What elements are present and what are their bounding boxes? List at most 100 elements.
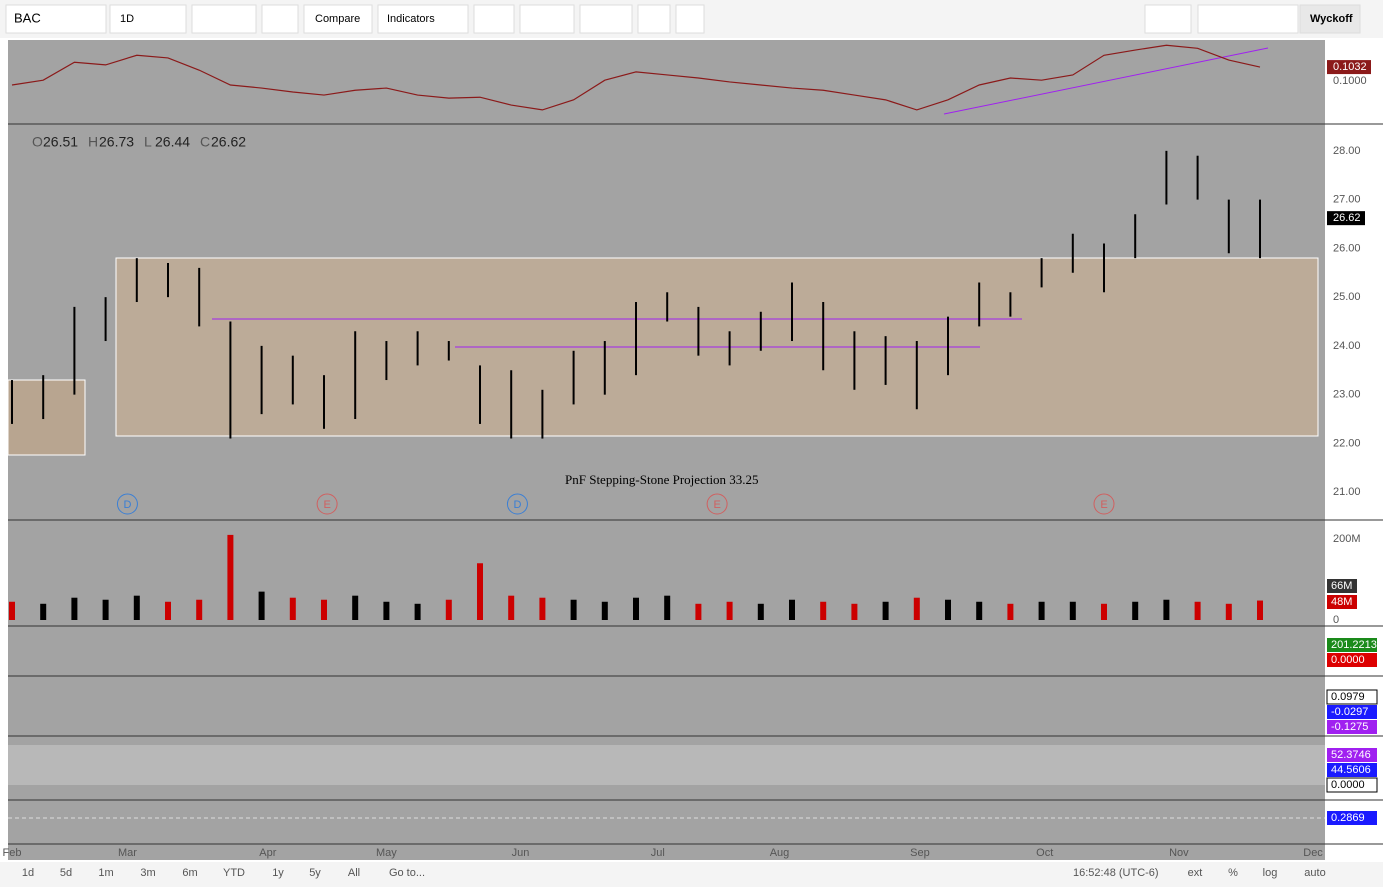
- clock: 16:52:48 (UTC-6): [1073, 867, 1159, 879]
- y-tick-label: 23.00: [1333, 389, 1361, 401]
- x-tick-label: Jun: [512, 847, 530, 859]
- volume-bar: [321, 599, 327, 620]
- last-value: 0.1032: [1333, 61, 1367, 73]
- volume-bar: [633, 597, 639, 620]
- volume-bar: [601, 601, 608, 620]
- indicator-tag-label: 0.0000: [1331, 779, 1365, 791]
- event-marker[interactable]: [316, 493, 338, 515]
- volume-bar: [133, 595, 140, 620]
- last-price: 26.62: [1333, 212, 1361, 224]
- symbol-box[interactable]: [5, 4, 107, 34]
- indicator-tag-label: 0.0979: [1331, 691, 1365, 703]
- volume-bar: [1225, 603, 1232, 620]
- x-tick-label: Nov: [1169, 847, 1189, 859]
- y-tick-label: 22.00: [1333, 437, 1361, 449]
- layout[interactable]: Wyckoff: [1310, 13, 1353, 25]
- symbol[interactable]: BAC: [14, 10, 41, 25]
- volume-bar: [539, 597, 546, 620]
- event-marker[interactable]: [116, 493, 138, 515]
- indicator-line: [11, 44, 1261, 111]
- last-price-tag: [1327, 211, 1365, 226]
- volume-bar: [477, 563, 483, 620]
- indicator-tag-label: 0.2869: [1331, 812, 1365, 824]
- volume-bar: [882, 601, 889, 620]
- last-value-tag: [1327, 60, 1371, 75]
- volume-bar: [1194, 601, 1201, 620]
- ohlc-key: H: [88, 134, 98, 150]
- indicators[interactable]: Indicators: [387, 13, 435, 25]
- option-button[interactable]: %: [1228, 867, 1238, 879]
- box-zone: [7, 379, 86, 456]
- indicator-tag: [1327, 763, 1377, 777]
- volume-bar: [508, 595, 515, 620]
- option-button[interactable]: log: [1263, 867, 1278, 879]
- volume-bar: [1069, 601, 1076, 620]
- option-button[interactable]: auto: [1304, 867, 1325, 879]
- indicator-tag-label: 52.3746: [1331, 749, 1371, 761]
- event-marker[interactable]: [706, 493, 728, 515]
- ohlc-value: 26.51: [43, 134, 78, 150]
- band: [736, 745, 1325, 785]
- y-tick-label: 25.00: [1333, 291, 1361, 303]
- cloud[interactable]: [1197, 4, 1299, 34]
- y-tick-label: 24.00: [1333, 340, 1361, 352]
- color-box[interactable]: [1144, 4, 1192, 34]
- ohlc-key: O: [32, 134, 43, 150]
- volume-bar: [820, 601, 827, 620]
- interval[interactable]: 1D: [120, 13, 134, 25]
- volume-tag-label: 66M: [1331, 580, 1352, 592]
- option-button[interactable]: ext: [1188, 867, 1203, 879]
- volume-bar: [196, 599, 203, 620]
- alert[interactable]: [473, 4, 515, 34]
- indicator-tag: [1326, 689, 1378, 705]
- price-axis: [1325, 40, 1383, 860]
- ohlc-value: 26.44: [155, 134, 190, 150]
- volume-bar: [757, 603, 764, 620]
- fullscreen[interactable]: [637, 4, 671, 34]
- volume-bar: [664, 595, 671, 620]
- range-button[interactable]: All: [348, 867, 360, 879]
- range-button[interactable]: 3m: [140, 867, 155, 879]
- y-tick-label: 26.00: [1333, 242, 1361, 254]
- indicator-tag-label: 0.0000: [1331, 654, 1365, 666]
- volume-bar: [1257, 600, 1263, 620]
- event-label: D: [123, 499, 131, 511]
- volume-bar: [726, 601, 733, 620]
- volume-bar: [1101, 603, 1107, 620]
- compare-box[interactable]: [303, 4, 373, 34]
- settings[interactable]: [261, 4, 299, 34]
- volume-bar: [165, 601, 171, 620]
- x-tick-label: Mar: [118, 847, 137, 859]
- range-button[interactable]: 1m: [98, 867, 113, 879]
- compare[interactable]: Compare: [315, 13, 360, 25]
- volume-bar: [1132, 601, 1139, 620]
- volume-bar: [289, 597, 296, 620]
- indicators-box[interactable]: [377, 4, 469, 34]
- indicator-tag: [1327, 653, 1377, 667]
- event-marker[interactable]: [506, 493, 528, 515]
- indicator-tag-label: -0.1275: [1331, 721, 1368, 733]
- range-button[interactable]: 5y: [309, 867, 321, 879]
- ohlc-key: L: [144, 134, 152, 150]
- x-tick-label: Sep: [910, 847, 930, 859]
- event-label: D: [513, 499, 521, 511]
- ideas[interactable]: [519, 4, 575, 34]
- volume-bar: [851, 603, 858, 620]
- layout-box[interactable]: [1299, 4, 1361, 34]
- range-button[interactable]: 1y: [272, 867, 284, 879]
- ohlc-value: 26.62: [211, 134, 246, 150]
- range-button[interactable]: Go to...: [389, 867, 425, 879]
- undo-redo[interactable]: [579, 4, 633, 34]
- y-tick-label: 200M: [1333, 533, 1361, 545]
- range-button[interactable]: YTD: [223, 867, 245, 879]
- range-button[interactable]: 5d: [60, 867, 72, 879]
- event-marker[interactable]: [1093, 493, 1115, 515]
- range-button[interactable]: 6m: [182, 867, 197, 879]
- event-label: E: [713, 499, 720, 511]
- volume-bar: [945, 599, 951, 620]
- replay[interactable]: [675, 4, 705, 34]
- range-button[interactable]: 1d: [22, 867, 34, 879]
- interval-box[interactable]: [109, 4, 187, 34]
- chart-style[interactable]: [191, 4, 257, 34]
- x-tick-label: Apr: [259, 847, 276, 859]
